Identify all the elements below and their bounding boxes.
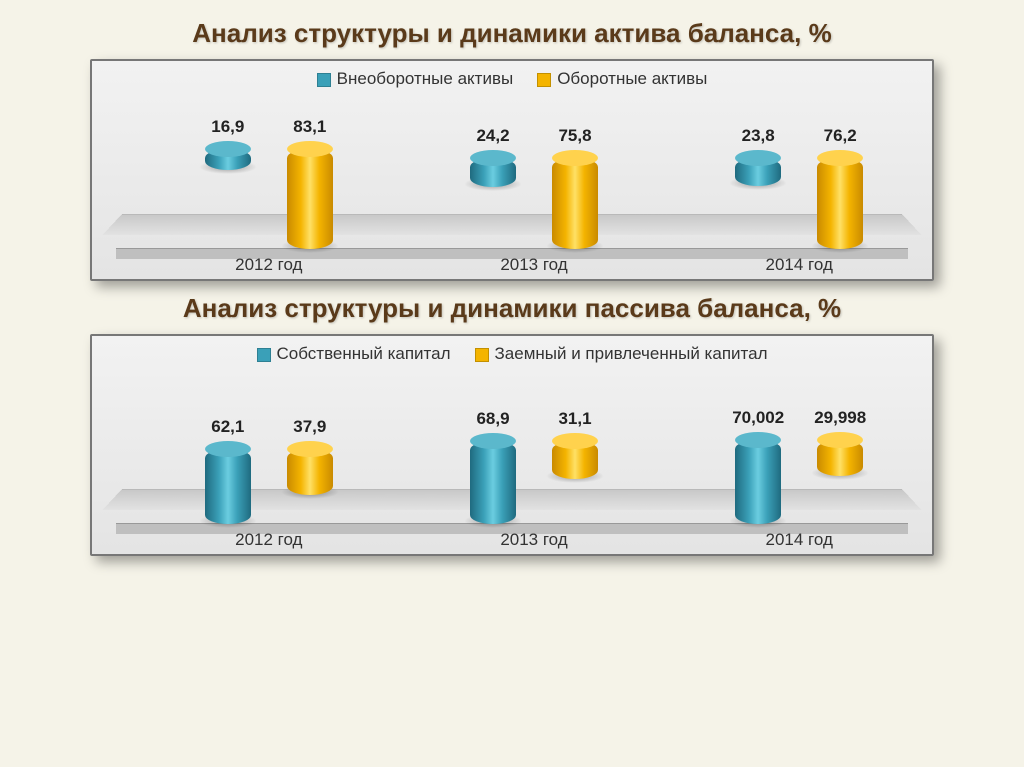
bar-body	[287, 149, 333, 249]
bar-value-label: 83,1	[270, 117, 350, 137]
bar-group: 68,9 31,1	[434, 441, 634, 524]
bar-value-label: 16,9	[188, 117, 268, 137]
bar-top	[470, 433, 516, 449]
bar-top	[287, 441, 333, 457]
x-axis-label: 2014 год	[699, 530, 899, 550]
bar-body	[552, 441, 598, 478]
bar-group: 16,9 83,1	[169, 149, 369, 249]
x-axis-label: 2012 год	[169, 255, 369, 275]
legend-top: Внеоборотные активы Оборотные активы	[102, 69, 922, 89]
plot-area-top: 16,983,12012 год24,275,82013 год23,876,2…	[122, 95, 902, 275]
bar-top	[287, 141, 333, 157]
bar-cylinder: 16,9	[205, 149, 251, 169]
bar-group: 62,1 37,9	[169, 449, 369, 524]
bar-cylinder: 24,2	[470, 158, 516, 187]
bar-cylinder: 37,9	[287, 449, 333, 494]
bar-top	[205, 141, 251, 157]
bar-body	[817, 158, 863, 249]
bar-body	[552, 158, 598, 249]
bar-cylinder: 76,2	[817, 158, 863, 249]
bar-group: 23,8 76,2	[699, 158, 899, 249]
bar-value-label: 75,8	[535, 126, 615, 146]
chart-panel-bottom: Собственный капитал Заемный и привлеченны…	[90, 334, 934, 556]
chart-panel-top: Внеоборотные активы Оборотные активы 16,9…	[90, 59, 934, 281]
bar-body	[735, 158, 781, 187]
bar-cylinder: 31,1	[552, 441, 598, 478]
bar-top	[552, 150, 598, 166]
bar-body	[817, 440, 863, 476]
bar-value-label: 62,1	[188, 417, 268, 437]
bar-value-label: 31,1	[535, 409, 615, 429]
bar-value-label: 76,2	[800, 126, 880, 146]
bar-group: 70,002 29,998	[699, 440, 899, 524]
plot-area-bottom: 62,137,92012 год68,931,12013 год70,00229…	[122, 370, 902, 550]
legend-swatch	[537, 73, 551, 87]
x-axis-label: 2013 год	[434, 530, 634, 550]
chart-title-top: Анализ структуры и динамики актива балан…	[50, 18, 974, 49]
legend-swatch	[475, 348, 489, 362]
bar-cylinder: 70,002	[735, 440, 781, 524]
legend-label: Внеоборотные активы	[337, 69, 514, 88]
legend-item: Заемный и привлеченный капитал	[475, 344, 768, 364]
x-axis-label: 2014 год	[699, 255, 899, 275]
legend-bottom: Собственный капитал Заемный и привлеченны…	[102, 344, 922, 364]
legend-item: Собственный капитал	[257, 344, 451, 364]
legend-item: Внеоборотные активы	[317, 69, 514, 89]
bar-value-label: 68,9	[453, 409, 533, 429]
bar-cylinder: 23,8	[735, 158, 781, 187]
legend-label: Собственный капитал	[277, 344, 451, 363]
bar-cylinder: 75,8	[552, 158, 598, 249]
legend-swatch	[317, 73, 331, 87]
bar-top	[470, 150, 516, 166]
legend-swatch	[257, 348, 271, 362]
bar-value-label: 29,998	[800, 408, 880, 428]
bar-value-label: 70,002	[718, 408, 798, 428]
bar-body	[205, 149, 251, 169]
bar-body	[287, 449, 333, 494]
bar-value-label: 24,2	[453, 126, 533, 146]
bar-body	[205, 449, 251, 524]
bar-value-label: 23,8	[718, 126, 798, 146]
bar-value-label: 37,9	[270, 417, 350, 437]
bar-top	[205, 441, 251, 457]
chart-title-bottom: Анализ структуры и динамики пассива бала…	[50, 293, 974, 324]
x-axis-label: 2013 год	[434, 255, 634, 275]
bar-body	[735, 440, 781, 524]
bar-top	[552, 433, 598, 449]
bar-top	[817, 150, 863, 166]
bar-cylinder: 62,1	[205, 449, 251, 524]
bar-top	[817, 432, 863, 448]
bar-cylinder: 29,998	[817, 440, 863, 476]
bar-top	[735, 432, 781, 448]
bar-cylinder: 68,9	[470, 441, 516, 524]
legend-item: Оборотные активы	[537, 69, 707, 89]
legend-label: Заемный и привлеченный капитал	[495, 344, 768, 363]
legend-label: Оборотные активы	[557, 69, 707, 88]
x-axis-label: 2012 год	[169, 530, 369, 550]
bar-body	[470, 158, 516, 187]
bar-body	[470, 441, 516, 524]
bar-group: 24,2 75,8	[434, 158, 634, 249]
bar-cylinder: 83,1	[287, 149, 333, 249]
bar-top	[735, 150, 781, 166]
